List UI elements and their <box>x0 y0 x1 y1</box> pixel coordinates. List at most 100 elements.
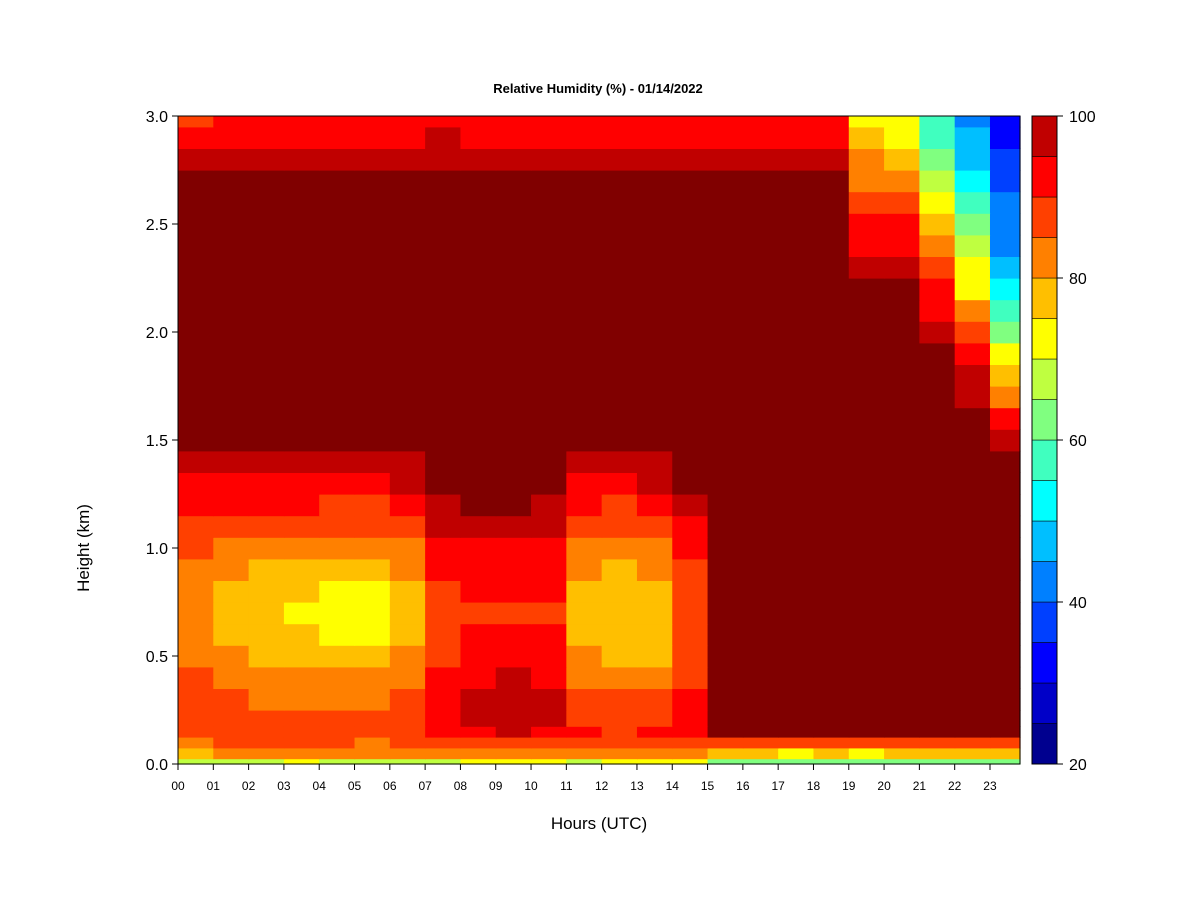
colorbar-segment <box>1031 196 1058 238</box>
heatmap-cell <box>919 342 956 365</box>
heatmap-cell <box>248 688 285 711</box>
heatmap-cell <box>460 321 497 344</box>
heatmap-cell <box>778 623 815 646</box>
heatmap-cell <box>919 602 956 625</box>
heatmap-cell <box>178 747 214 760</box>
heatmap-cell <box>954 170 991 193</box>
colorbar-segment <box>1031 318 1058 360</box>
heatmap-cell <box>354 148 391 171</box>
heatmap-cell <box>566 580 603 603</box>
heatmap-cell <box>213 580 250 603</box>
heatmap-cell <box>460 758 497 765</box>
heatmap-cell <box>672 429 709 452</box>
heatmap-cell <box>813 515 850 538</box>
heatmap-cell <box>742 737 779 749</box>
heatmap-cell <box>178 234 214 257</box>
heatmap-cell <box>954 710 991 727</box>
heatmap-cell <box>213 494 250 517</box>
heatmap-cell <box>566 450 603 473</box>
heatmap-cell <box>213 386 250 409</box>
heatmap-cell <box>778 191 815 214</box>
heatmap-cell <box>213 256 250 279</box>
heatmap-cell <box>848 364 885 387</box>
heatmap-cell <box>460 747 497 760</box>
heatmap-cell <box>495 299 532 322</box>
heatmap-cell <box>707 688 744 711</box>
heatmap-cell <box>601 450 638 473</box>
heatmap-cell <box>989 126 1021 149</box>
heatmap-cell <box>213 537 250 560</box>
heatmap-cell <box>531 558 567 581</box>
x-tick-label: 03 <box>277 779 291 793</box>
heatmap-cell <box>742 494 779 517</box>
heatmap-cell <box>531 116 567 128</box>
heatmap-cell <box>213 126 250 149</box>
heatmap-cell <box>954 645 991 668</box>
heatmap-cell <box>178 645 214 668</box>
heatmap-cell <box>283 450 320 473</box>
heatmap-cell <box>919 537 956 560</box>
heatmap-cell <box>319 429 356 452</box>
heatmap-cell <box>283 515 320 538</box>
heatmap-cell <box>425 494 462 517</box>
heatmap-cell <box>919 494 956 517</box>
heatmap-cell <box>636 737 673 749</box>
heatmap-cell <box>495 688 532 711</box>
heatmap-cell <box>778 407 815 430</box>
heatmap-cell <box>425 148 462 171</box>
heatmap-cell <box>884 364 920 387</box>
heatmap-cell <box>319 580 356 603</box>
heatmap-cell <box>707 450 744 473</box>
heatmap-cell <box>354 666 391 689</box>
heatmap-cell <box>778 364 815 387</box>
heatmap-cell <box>283 726 320 738</box>
heatmap-cell <box>283 710 320 727</box>
heatmap-cell <box>848 386 885 409</box>
heatmap-cell <box>425 407 462 430</box>
colorbar-segment <box>1031 399 1058 441</box>
heatmap-cell <box>919 386 956 409</box>
heatmap-cell <box>213 602 250 625</box>
heatmap-cell <box>319 450 356 473</box>
heatmap-cell <box>354 234 391 257</box>
heatmap-cell <box>778 472 815 495</box>
heatmap-cell <box>954 688 991 711</box>
heatmap-cell <box>601 386 638 409</box>
heatmap-cell <box>566 623 603 646</box>
heatmap-cell <box>707 666 744 689</box>
heatmap-cell <box>178 126 214 149</box>
heatmap-cell <box>566 558 603 581</box>
heatmap-cell <box>884 515 920 538</box>
y-tick-label: 2.0 <box>146 325 168 342</box>
heatmap-cell <box>919 737 956 749</box>
heatmap-cell <box>636 747 673 760</box>
heatmap-cell <box>636 494 673 517</box>
heatmap-cell <box>672 515 709 538</box>
heatmap-cell <box>813 342 850 365</box>
heatmap-cell <box>354 726 391 738</box>
heatmap-cell <box>989 515 1021 538</box>
heatmap-cell <box>989 688 1021 711</box>
heatmap-cell <box>742 278 779 301</box>
heatmap-cell <box>319 666 356 689</box>
heatmap-cell <box>813 494 850 517</box>
heatmap-cell <box>989 747 1021 760</box>
heatmap-cell <box>495 558 532 581</box>
x-tick-label: 16 <box>736 779 750 793</box>
heatmap-cell <box>601 407 638 430</box>
heatmap-cell <box>531 170 567 193</box>
heatmap-cell <box>954 148 991 171</box>
heatmap-cell <box>989 148 1021 171</box>
heatmap-cell <box>319 116 356 128</box>
heatmap-cell <box>319 321 356 344</box>
heatmap-cell <box>636 234 673 257</box>
heatmap-cell <box>425 580 462 603</box>
heatmap-cell <box>989 170 1021 193</box>
heatmap-cell <box>178 364 214 387</box>
heatmap-cell <box>389 726 426 738</box>
heatmap-cell <box>778 429 815 452</box>
heatmap-cell <box>283 364 320 387</box>
heatmap-cell <box>919 299 956 322</box>
heatmap-cell <box>601 666 638 689</box>
heatmap-cell <box>848 278 885 301</box>
